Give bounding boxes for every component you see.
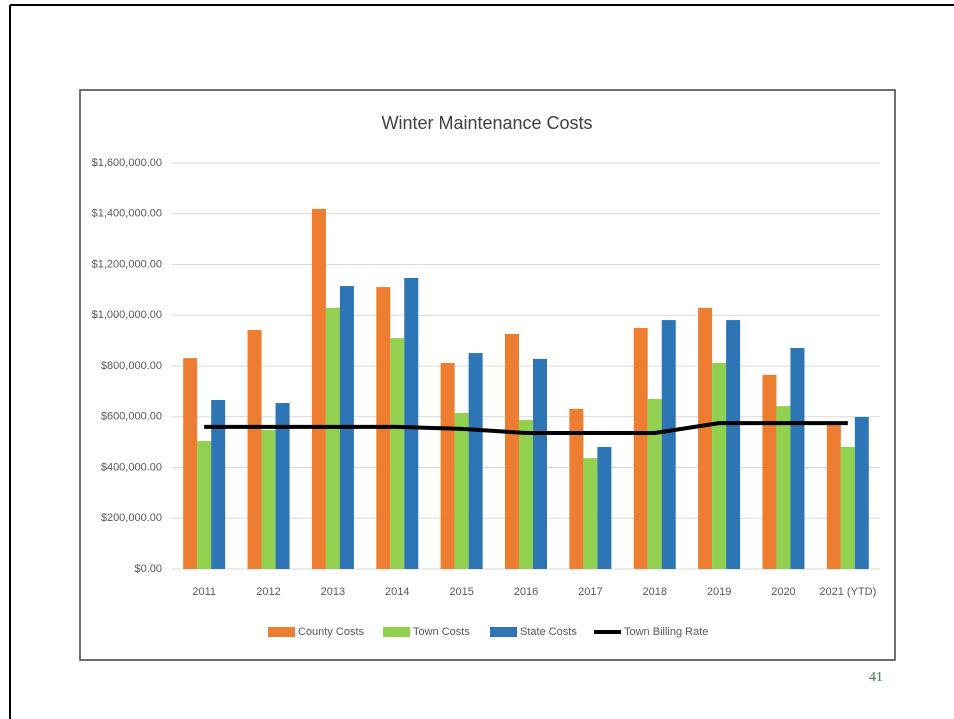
bar [712, 362, 727, 569]
bar [440, 362, 455, 569]
x-tick-label: 2013 [321, 586, 345, 598]
legend-label: County Costs [298, 626, 365, 638]
y-tick-label: $1,200,000.00 [92, 258, 162, 270]
y-tick-label: $1,600,000.00 [92, 157, 162, 169]
bar [597, 446, 612, 569]
legend-label: Town Costs [413, 626, 470, 638]
x-tick-label: 2019 [707, 586, 731, 598]
bar [454, 412, 469, 569]
chart-title: Winter Maintenance Costs [381, 113, 592, 133]
bar [247, 329, 262, 569]
legend-label: State Costs [520, 626, 577, 638]
legend-swatch [383, 627, 410, 637]
x-tick-label: 2018 [642, 586, 666, 598]
bar [583, 458, 598, 569]
y-tick-label: $1,400,000.00 [92, 208, 162, 220]
bar [762, 374, 777, 569]
bar [826, 421, 841, 569]
y-tick-label: $1,000,000.00 [92, 309, 162, 321]
page-number: 41 [869, 670, 883, 685]
x-tick-label: 2015 [449, 586, 473, 598]
bar [726, 320, 741, 569]
y-tick-label: $600,000.00 [101, 411, 162, 423]
x-tick-label: 2011 [192, 586, 216, 598]
legend-label: Town Billing Rate [624, 626, 708, 638]
x-tick-label: 2012 [256, 586, 280, 598]
bar [275, 403, 290, 569]
legend-swatch [268, 627, 295, 637]
bar [468, 353, 483, 569]
bar [840, 446, 855, 569]
bar [211, 400, 226, 569]
bar [519, 420, 533, 569]
bar [647, 398, 662, 569]
bar [390, 338, 405, 569]
bar [854, 417, 869, 569]
bar [698, 307, 713, 569]
bar [533, 358, 547, 569]
chart-frame [79, 89, 896, 661]
bar [633, 327, 648, 569]
x-tick-label: 2016 [514, 586, 538, 598]
bar [183, 358, 198, 569]
x-tick-label: 2020 [771, 586, 795, 598]
x-tick-label: 2017 [578, 586, 602, 598]
bar [311, 208, 326, 569]
legend-swatch [490, 627, 517, 637]
line [204, 421, 848, 435]
y-tick-label: $200,000.00 [101, 512, 162, 524]
y-tick-label: $400,000.00 [101, 461, 162, 473]
bar [325, 307, 340, 569]
y-tick-label: $800,000.00 [101, 360, 162, 372]
bar [404, 277, 419, 569]
bar [261, 429, 276, 569]
x-tick-label: 2014 [385, 586, 409, 598]
bar [505, 334, 519, 569]
bar [776, 406, 791, 569]
x-tick-label: 2021 (YTD) [819, 586, 876, 598]
bar [790, 347, 805, 569]
bar [661, 320, 676, 569]
bar [569, 408, 584, 569]
y-tick-label: $0.00 [134, 563, 162, 575]
bar [197, 441, 212, 569]
